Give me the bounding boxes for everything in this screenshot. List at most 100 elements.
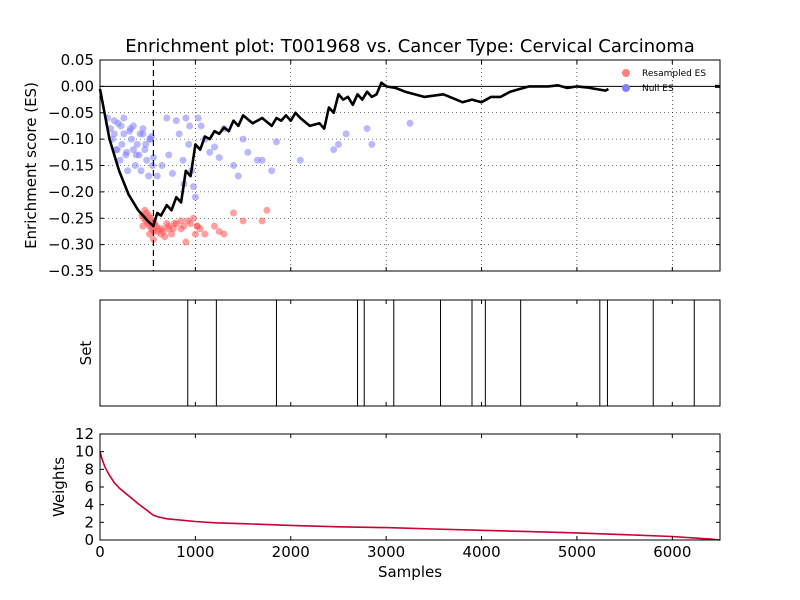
null-es-point [230, 162, 238, 169]
resampled-es-point [161, 233, 169, 241]
null-es-point [186, 122, 194, 130]
y-tick-label: 8 [84, 460, 94, 478]
legend-marker-resampled [622, 69, 630, 77]
y-tick-label: 6 [84, 478, 94, 496]
null-es-point [172, 117, 180, 125]
y-tick-label: −0.15 [48, 157, 94, 175]
resampled-es-point [193, 222, 201, 230]
resampled-es-point [210, 222, 218, 230]
resampled-es-point [177, 225, 185, 233]
null-es-point [113, 146, 121, 154]
y-tick-label: −0.35 [48, 262, 94, 280]
resampled-es-point [201, 230, 209, 238]
legend-label-resampled: Resampled ES [642, 69, 706, 79]
set-hit-lines [187, 300, 695, 406]
es-x-ticks [194, 60, 673, 271]
resampled-es-point [165, 222, 173, 230]
null-es-point [168, 169, 176, 177]
null-es-point [116, 156, 124, 164]
x-tick-label: 1000 [176, 543, 214, 561]
null-es-point [268, 167, 276, 175]
x-tick-label: 6000 [653, 543, 691, 561]
y-tick-label: 4 [84, 496, 94, 514]
set-panel: Set [77, 299, 721, 407]
null-es-point [129, 146, 137, 154]
resampled-es-point [149, 235, 157, 243]
running-es-line [98, 81, 610, 228]
null-es-point [148, 162, 156, 169]
null-es-point [120, 114, 128, 122]
y-tick-label: −0.30 [48, 236, 94, 254]
resampled-es-point [189, 214, 197, 222]
resampled-es-point [230, 209, 238, 217]
resampled-es-point [191, 230, 199, 238]
x-tick-label: 2000 [272, 543, 310, 561]
resampled-es-point [220, 230, 228, 238]
x-tick-label: 5000 [558, 543, 596, 561]
es-y-axis-label: Enrichment score (ES) [22, 82, 40, 249]
null-es-point [139, 125, 147, 133]
resampled-es-point [239, 217, 247, 225]
resampled-es-point [184, 217, 192, 225]
null-es-point [137, 167, 145, 175]
null-es-point [141, 146, 149, 154]
y-tick-label: 2 [84, 513, 94, 531]
null-es-point [185, 140, 193, 148]
null-es-point [120, 130, 128, 138]
null-es-point [363, 125, 371, 133]
es-y-ticks: 0.05 0.00 −0.05 −0.10 −0.15 −0.20 −0.25 −0.30 −0… [48, 51, 720, 280]
es-legend: Resampled ES Null ES [622, 69, 706, 94]
y-tick-label: −0.10 [48, 130, 94, 148]
null-es-point [215, 154, 223, 162]
null-es-point [142, 140, 150, 148]
y-tick-label: 0 [84, 531, 94, 549]
null-es-point [149, 154, 157, 162]
null-es-point [197, 122, 205, 130]
y-tick-label: −0.20 [48, 183, 94, 201]
resampled-es-point [146, 230, 154, 238]
resampled-es-point [168, 230, 176, 238]
null-es-point [239, 135, 247, 143]
null-es-point [158, 162, 166, 169]
null-es-point [368, 140, 376, 148]
resampled-es-point [158, 225, 166, 233]
resampled-es-point [182, 238, 190, 246]
x-tick-label: 0 [95, 543, 105, 561]
chart-title: Enrichment plot: T001968 vs. Cancer Type… [125, 36, 695, 57]
null-es-point [153, 172, 161, 180]
null-es-point [244, 148, 252, 156]
weights-x-axis-label: Samples [378, 563, 442, 581]
null-es-point [189, 183, 197, 191]
null-es-points [104, 114, 414, 201]
null-es-point [191, 193, 199, 201]
weights-x-ticks: 0 1000 2000 3000 4000 5000 6000 [95, 434, 691, 561]
null-es-point [143, 156, 151, 164]
null-es-point [110, 130, 118, 138]
resampled-es-point [177, 217, 185, 225]
y-tick-label: 0.05 [61, 51, 94, 69]
y-tick-label: −0.05 [48, 104, 94, 122]
resampled-es-point [263, 206, 271, 214]
null-es-point [206, 148, 214, 156]
weights-y-axis-label: Weights [50, 457, 68, 517]
x-tick-label: 4000 [462, 543, 500, 561]
null-es-point [234, 172, 242, 180]
null-es-point [133, 140, 141, 148]
null-es-point [296, 156, 304, 164]
null-es-point [132, 151, 140, 159]
null-es-point [179, 156, 187, 164]
null-es-point [163, 114, 171, 122]
weights-line [99, 451, 721, 541]
null-es-point [406, 119, 414, 127]
y-tick-label: 10 [75, 443, 94, 461]
resampled-es-point [170, 220, 178, 228]
y-tick-label: 12 [75, 425, 94, 443]
legend-label-null: Null ES [642, 84, 674, 94]
set-x-ticks [194, 300, 673, 406]
null-es-point [136, 130, 144, 138]
null-es-point [146, 135, 154, 143]
null-es-point [194, 114, 202, 122]
x-tick-label: 3000 [367, 543, 405, 561]
null-es-point [210, 143, 218, 151]
